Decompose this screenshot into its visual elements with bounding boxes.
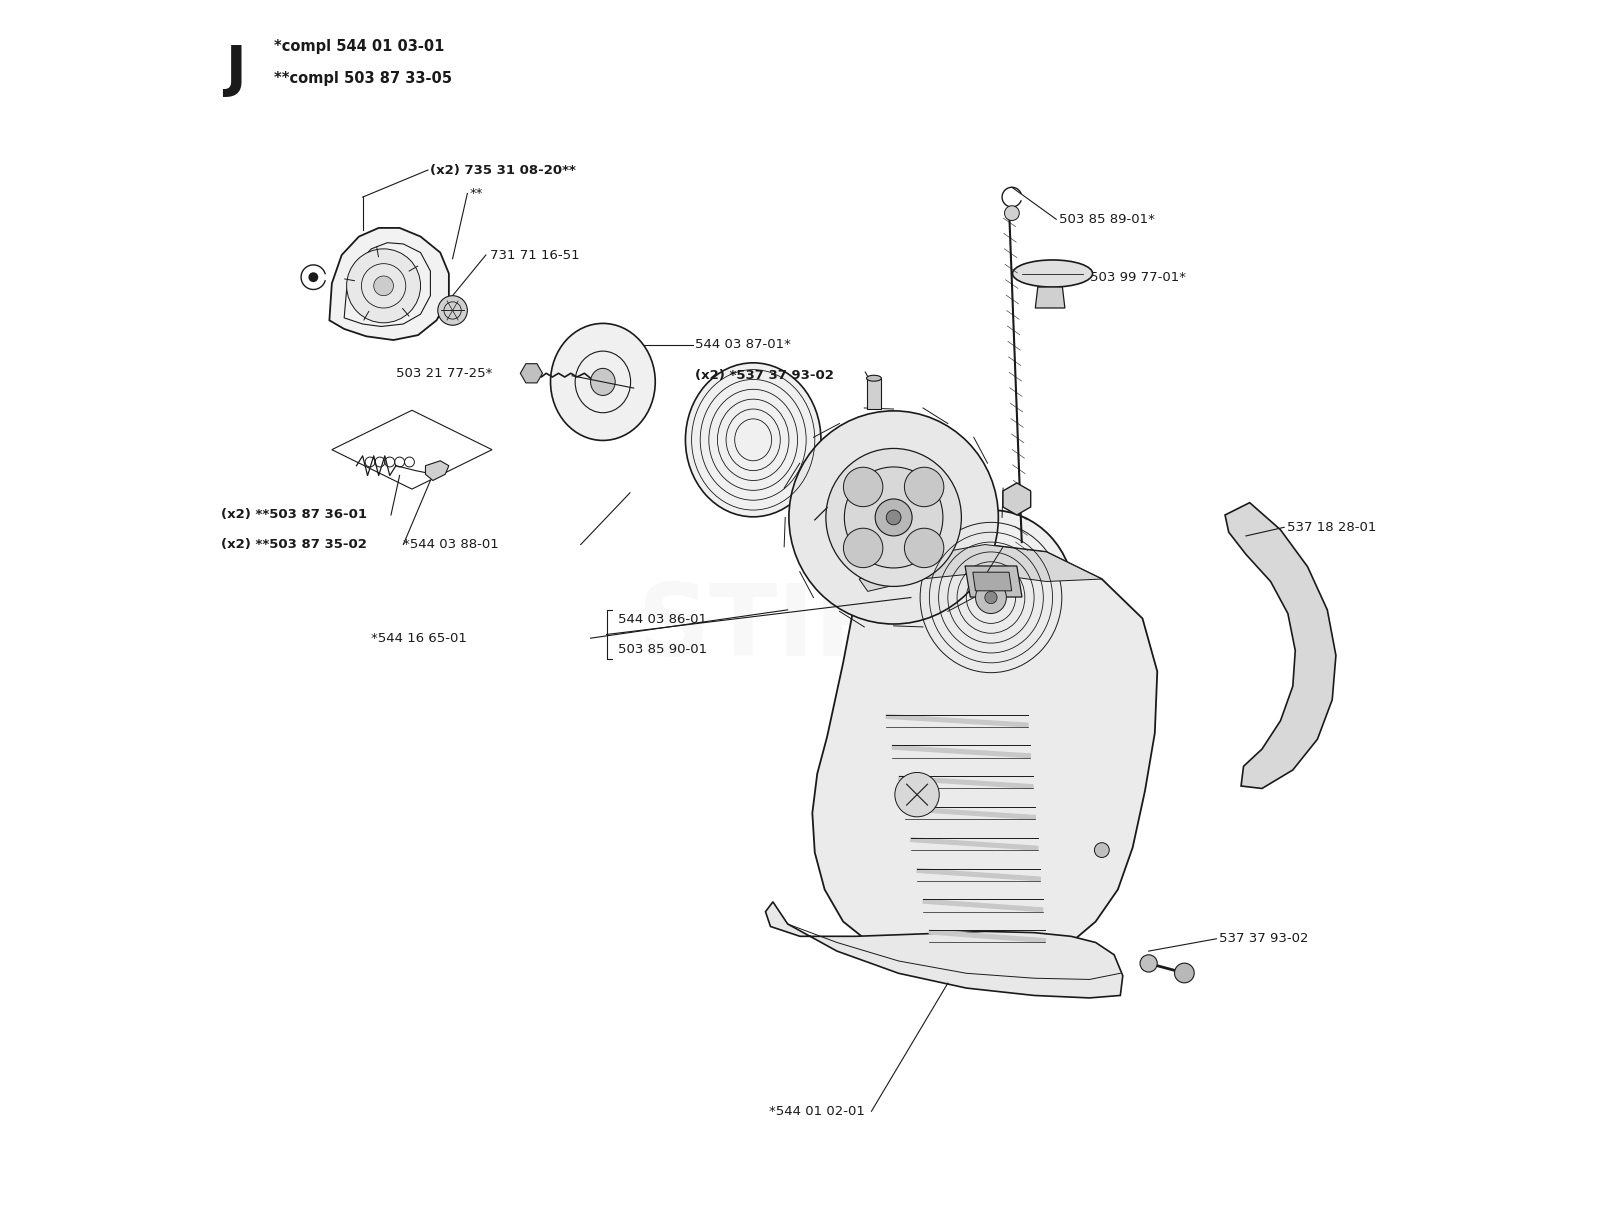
Polygon shape [910, 838, 1038, 850]
Ellipse shape [550, 324, 656, 441]
Text: 503 99 77-01*: 503 99 77-01* [1090, 271, 1186, 283]
Polygon shape [899, 776, 1034, 788]
Circle shape [309, 272, 318, 282]
Polygon shape [923, 899, 1043, 912]
Polygon shape [520, 363, 542, 383]
Text: STIHL: STIHL [638, 580, 962, 676]
Polygon shape [813, 545, 1157, 967]
Polygon shape [859, 545, 1102, 591]
Text: (x2) **503 87 35-02: (x2) **503 87 35-02 [221, 538, 366, 551]
Polygon shape [904, 807, 1035, 819]
Circle shape [438, 296, 467, 325]
Text: *compl 544 01 03-01: *compl 544 01 03-01 [274, 39, 445, 54]
Text: 544 03 87-01*: 544 03 87-01* [696, 339, 790, 351]
Text: **compl 503 87 33-05: **compl 503 87 33-05 [274, 71, 451, 86]
Circle shape [347, 249, 421, 323]
Polygon shape [965, 565, 1022, 598]
Circle shape [1174, 963, 1194, 983]
Text: 503 85 89-01*: 503 85 89-01* [1059, 213, 1155, 225]
Text: **: ** [470, 187, 483, 200]
Circle shape [1141, 955, 1157, 972]
Text: (x2) *537 37 93-02: (x2) *537 37 93-02 [696, 370, 834, 382]
Polygon shape [330, 228, 450, 340]
Polygon shape [973, 572, 1011, 591]
Polygon shape [1003, 483, 1030, 515]
Circle shape [843, 467, 883, 506]
Polygon shape [886, 715, 1027, 727]
Text: (x2) **503 87 36-01: (x2) **503 87 36-01 [221, 509, 366, 521]
Polygon shape [765, 902, 1123, 998]
Circle shape [894, 772, 939, 817]
Ellipse shape [986, 591, 997, 604]
Ellipse shape [1013, 260, 1093, 287]
Ellipse shape [789, 411, 998, 625]
Ellipse shape [875, 499, 912, 536]
Text: 503 21 77-25*: 503 21 77-25* [395, 367, 493, 379]
Ellipse shape [907, 510, 1074, 685]
Polygon shape [917, 869, 1040, 881]
Ellipse shape [976, 582, 1006, 614]
Ellipse shape [845, 467, 942, 568]
Text: 503 85 90-01: 503 85 90-01 [618, 643, 707, 655]
Circle shape [1094, 843, 1109, 857]
Polygon shape [930, 930, 1045, 942]
Text: (x2) 735 31 08-20**: (x2) 735 31 08-20** [430, 164, 576, 176]
Text: J: J [224, 43, 245, 97]
Polygon shape [867, 378, 882, 409]
Text: *544 16 65-01: *544 16 65-01 [371, 632, 467, 644]
Text: 537 18 28-01: 537 18 28-01 [1286, 521, 1376, 533]
Polygon shape [426, 461, 450, 480]
Ellipse shape [886, 510, 901, 525]
Circle shape [904, 529, 944, 568]
Circle shape [843, 529, 883, 568]
Ellipse shape [867, 376, 882, 381]
Text: *544 01 02-01: *544 01 02-01 [770, 1105, 866, 1117]
Ellipse shape [590, 368, 616, 395]
Text: 537 37 93-02: 537 37 93-02 [1219, 933, 1309, 945]
Polygon shape [1035, 287, 1066, 308]
Polygon shape [893, 745, 1030, 758]
Text: 731 71 16-51: 731 71 16-51 [490, 249, 579, 261]
Ellipse shape [826, 448, 962, 586]
Polygon shape [1226, 503, 1336, 788]
Circle shape [1005, 206, 1019, 221]
Circle shape [374, 276, 394, 296]
Text: *544 03 88-01: *544 03 88-01 [403, 538, 499, 551]
Ellipse shape [685, 362, 821, 517]
Circle shape [904, 467, 944, 506]
Text: 544 03 86-01: 544 03 86-01 [618, 614, 707, 626]
